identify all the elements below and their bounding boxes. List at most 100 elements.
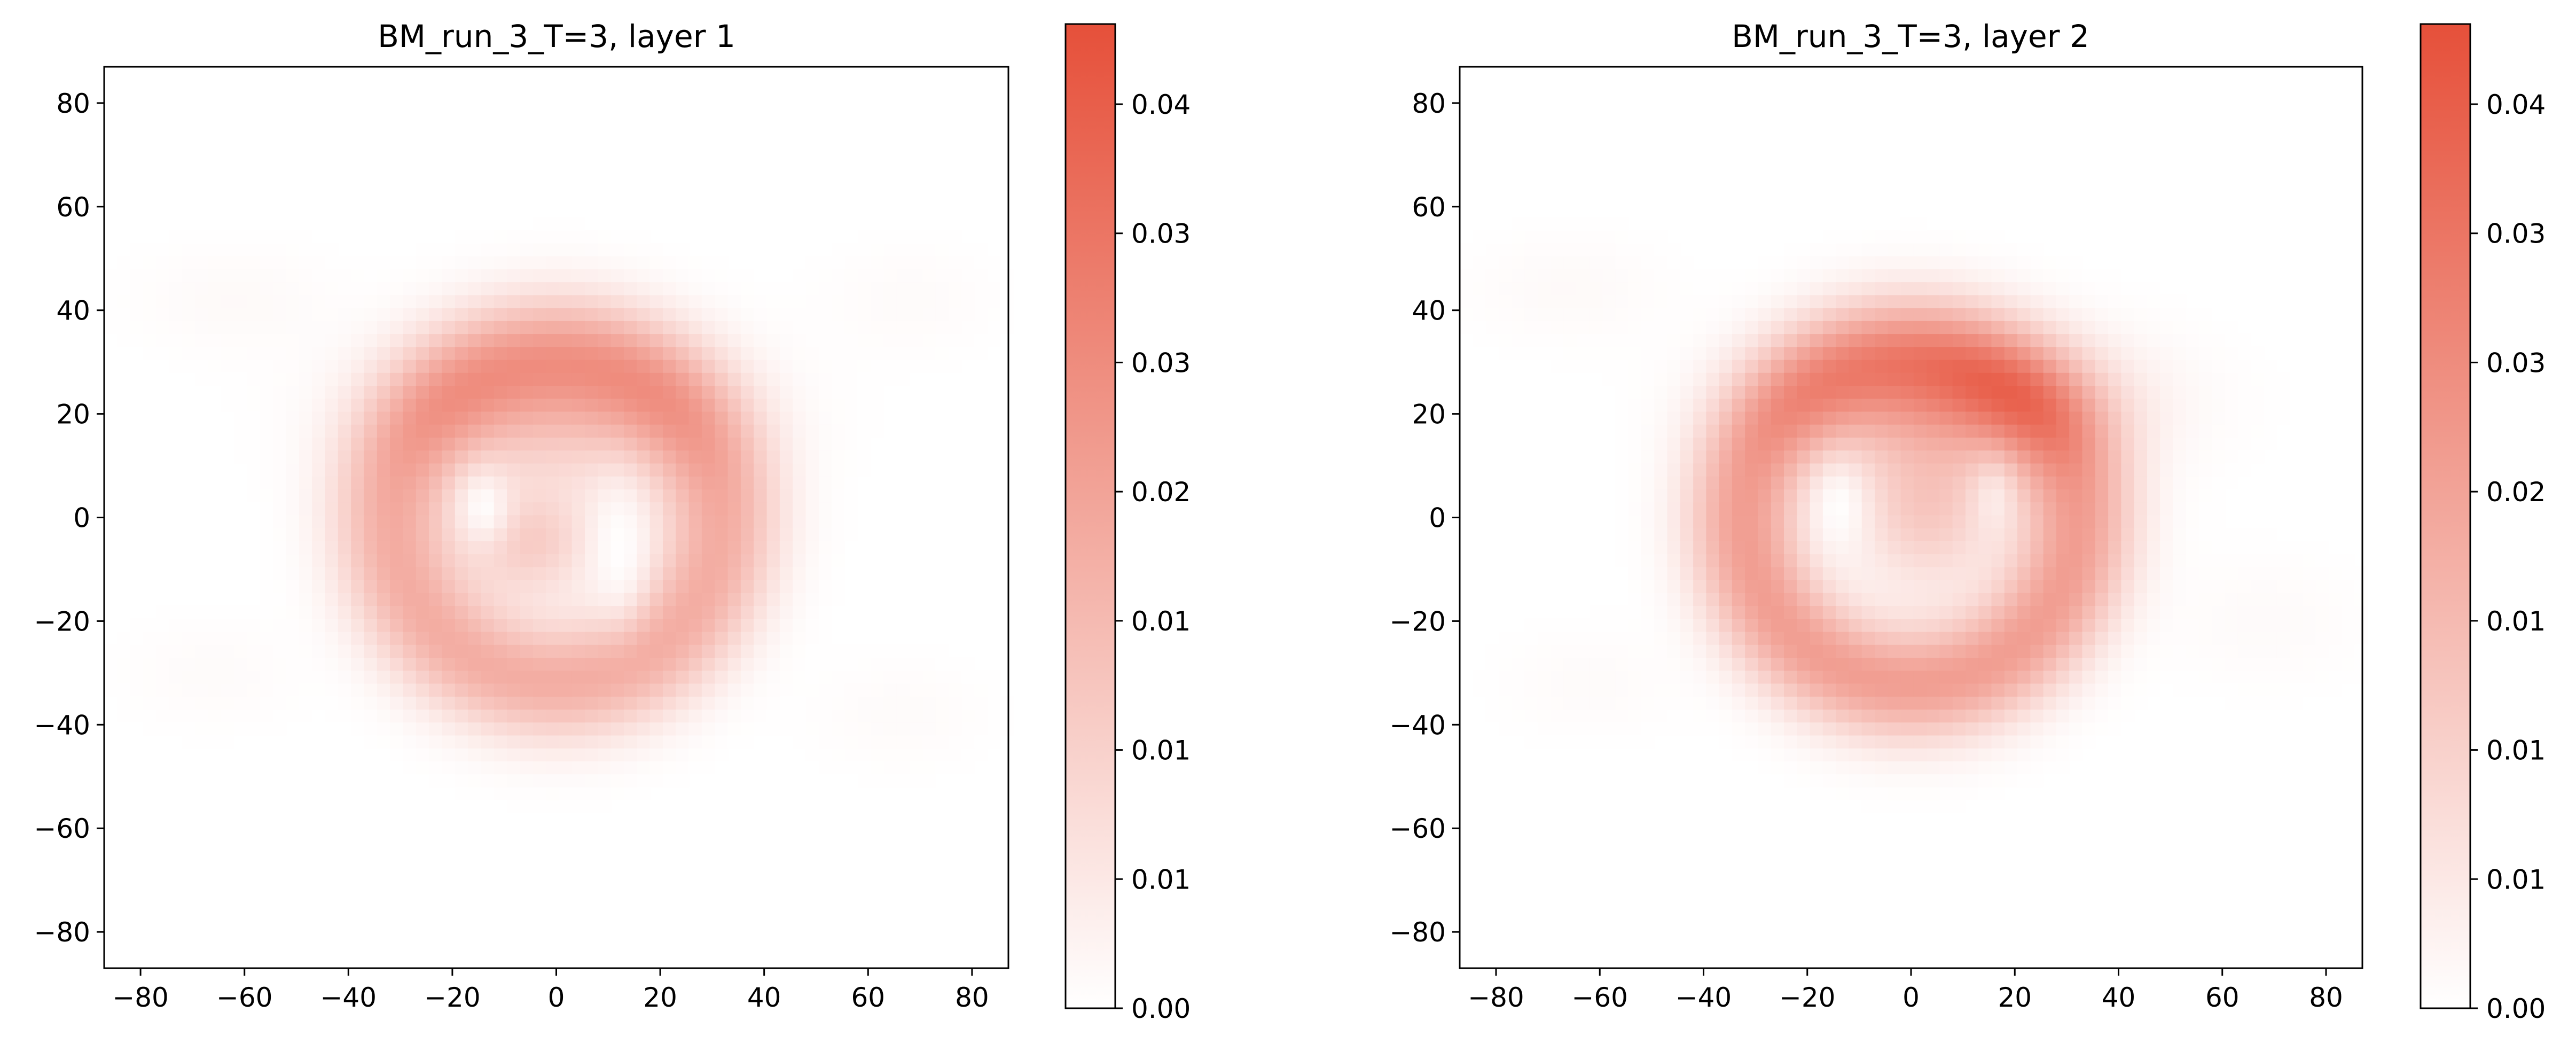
- heatmap-cell: [195, 255, 209, 269]
- heatmap-cell: [1810, 722, 1823, 736]
- heatmap-cell: [2056, 307, 2070, 321]
- heatmap-cell: [286, 359, 300, 373]
- heatmap-cell: [598, 243, 612, 256]
- heatmap-cell: [1900, 230, 1914, 244]
- heatmap-cell: [455, 787, 468, 800]
- heatmap-cell: [1861, 282, 1875, 295]
- heatmap-cell: [1978, 722, 1992, 736]
- heatmap-cell: [740, 657, 754, 671]
- heatmap-cell: [624, 385, 638, 399]
- heatmap-cell: [2108, 476, 2122, 489]
- heatmap-cell: [1615, 644, 1629, 658]
- heatmap-cell: [1939, 696, 1953, 710]
- heatmap-cell: [1460, 307, 1474, 321]
- heatmap-cell: [1551, 346, 1564, 360]
- heatmap-cell: [1913, 554, 1927, 567]
- heatmap-cell: [1836, 541, 1850, 555]
- heatmap-cell: [351, 321, 365, 334]
- heatmap-cell: [676, 541, 690, 555]
- heatmap-cell: [416, 398, 429, 412]
- heatmap-cell: [688, 709, 702, 723]
- heatmap-cell: [2017, 269, 2031, 283]
- heatmap-cell: [533, 321, 546, 334]
- heatmap-cell: [610, 735, 624, 749]
- heatmap-cell: [2121, 644, 2135, 658]
- heatmap-cell: [663, 644, 677, 658]
- heatmap-cell: [2030, 761, 2044, 775]
- heatmap-cell: [533, 255, 546, 269]
- heatmap-cell: [2276, 372, 2290, 386]
- heatmap-cell: [1615, 321, 1629, 334]
- heatmap-cell: [468, 398, 482, 412]
- heatmap-cell: [273, 282, 287, 295]
- heatmap-cell: [416, 437, 429, 451]
- heatmap-cell: [754, 282, 768, 295]
- heatmap-cell: [832, 476, 845, 489]
- heatmap-cell: [1861, 644, 1875, 658]
- heatmap-cell: [1667, 489, 1681, 503]
- heatmap-cell: [2004, 411, 2018, 425]
- heatmap-cell: [1784, 579, 1798, 593]
- heatmap-cell: [1849, 787, 1862, 800]
- heatmap-cell: [2056, 709, 2070, 723]
- heatmap-cell: [2134, 411, 2148, 425]
- heatmap-cell: [130, 670, 144, 684]
- heatmap-cell: [533, 566, 546, 580]
- heatmap-cell: [416, 282, 429, 295]
- heatmap-cell: [1706, 670, 1720, 684]
- heatmap-cell: [364, 255, 378, 269]
- heatmap-cell: [598, 282, 612, 295]
- heatmap-cell: [1978, 489, 1992, 503]
- heatmap-cell: [2264, 644, 2277, 658]
- heatmap-cell: [455, 424, 468, 438]
- heatmap-cell: [610, 593, 624, 606]
- heatmap-cell: [1952, 243, 1966, 256]
- heatmap-cell: [2004, 437, 2018, 451]
- heatmap-cell: [2017, 243, 2031, 256]
- heatmap-cell: [2121, 566, 2135, 580]
- heatmap-cell: [364, 294, 378, 308]
- heatmap-cell: [2069, 398, 2083, 412]
- heatmap-cell: [533, 269, 546, 283]
- heatmap-cell: [520, 450, 534, 464]
- heatmap-cell: [2160, 670, 2174, 684]
- heatmap-cell: [871, 657, 884, 671]
- heatmap-cell: [1861, 774, 1875, 788]
- heatmap-cell: [351, 631, 365, 645]
- heatmap-cell: [754, 593, 768, 606]
- heatmap-cell: [2173, 566, 2187, 580]
- heatmap-cell: [533, 696, 546, 710]
- heatmap-cell: [2121, 398, 2135, 412]
- heatmap-cell: [1900, 696, 1914, 710]
- heatmap-cell: [1485, 307, 1499, 321]
- chart-2-x-ticks: −80 −60 −40 −20 0 20 40 60 80: [1468, 968, 2343, 1013]
- heatmap-cell: [2147, 385, 2160, 399]
- heatmap-cell: [390, 554, 404, 567]
- heatmap-cell: [1939, 463, 1953, 477]
- heatmap-cell: [649, 709, 663, 723]
- heatmap-cell: [2160, 463, 2174, 477]
- heatmap-cell: [2056, 761, 2070, 775]
- heatmap-cell: [468, 605, 482, 619]
- heatmap-cell: [1939, 243, 1953, 256]
- heatmap-cell: [1797, 566, 1811, 580]
- heatmap-cell: [1939, 579, 1953, 593]
- heatmap-cell: [649, 618, 663, 632]
- heatmap-cell: [143, 321, 157, 334]
- heatmap-cell: [2264, 670, 2277, 684]
- heatmap-cell: [701, 385, 715, 399]
- heatmap-cell: [676, 243, 690, 256]
- heatmap-cell: [2095, 372, 2109, 386]
- heatmap-cell: [624, 761, 638, 775]
- heatmap-cell: [533, 527, 546, 541]
- heatmap-cell: [1822, 489, 1836, 503]
- heatmap-cell: [688, 605, 702, 619]
- heatmap-cell: [1512, 217, 1525, 231]
- heatmap-cell: [2082, 346, 2096, 360]
- heatmap-cell: [2199, 644, 2213, 658]
- heatmap-cell: [1758, 593, 1772, 606]
- heatmap-cell: [844, 269, 858, 283]
- heatmap-cell: [559, 579, 573, 593]
- heatmap-cell: [1615, 515, 1629, 528]
